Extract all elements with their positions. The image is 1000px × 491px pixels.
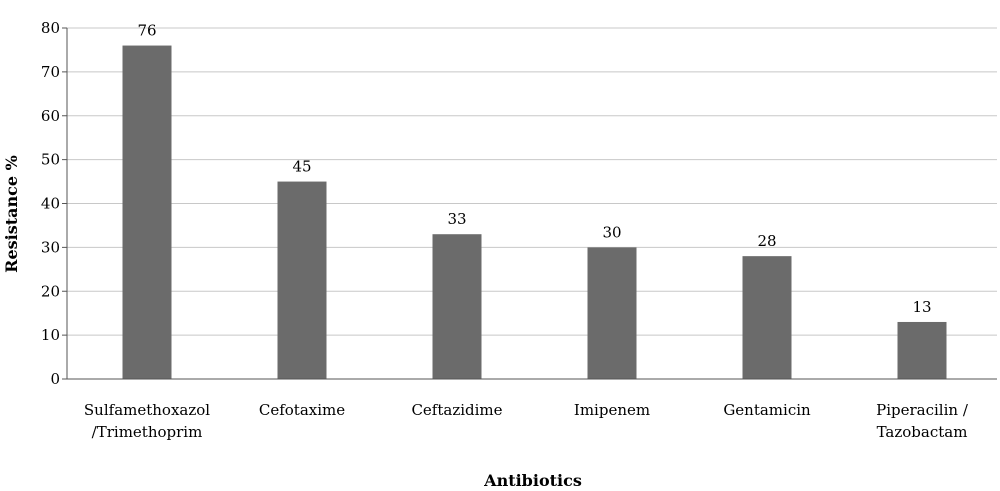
x-tick-label-2-line-0: Ceftazidime	[411, 401, 502, 419]
bar-value-label-1: 45	[292, 158, 311, 176]
x-tick-label-0-line-0: Sulfamethoxazol	[84, 401, 210, 419]
bar-0	[122, 45, 172, 380]
bar-value-label-5: 13	[912, 298, 931, 316]
bar-1	[277, 181, 327, 379]
y-axis-title: Resistance %	[2, 155, 21, 273]
axes	[66, 28, 997, 380]
x-tick-label-5-line-1: Tazobactam	[877, 423, 968, 441]
bar-2	[432, 234, 482, 379]
y-tick-label-20: 20	[41, 282, 60, 300]
bar-value-label-4: 28	[757, 232, 776, 250]
bar-5	[897, 321, 947, 379]
y-tick-labels: 0 10 20 30 40 50 60 70 80	[41, 19, 60, 388]
bar-value-label-2: 33	[447, 210, 466, 228]
bar-value-label-0: 76	[137, 22, 156, 40]
x-tick-label-1: Cefotaxime	[259, 401, 345, 419]
y-tick-label-80: 80	[41, 19, 60, 37]
x-tick-label-2: Ceftazidime	[411, 401, 502, 419]
bar-3	[587, 247, 637, 379]
x-axis-title: Antibiotics	[483, 471, 582, 490]
y-tick-label-0: 0	[50, 370, 60, 388]
x-tick-label-4-line-0: Gentamicin	[723, 401, 811, 419]
x-tick-label-5: Piperacilin / Tazobactam	[876, 401, 969, 441]
y-tick-label-30: 30	[41, 238, 60, 256]
x-tick-label-5-line-0: Piperacilin /	[876, 401, 969, 419]
bar-value-label-3: 30	[602, 223, 621, 241]
bar-4	[742, 256, 792, 379]
x-tick-label-3: Imipenem	[574, 401, 650, 419]
y-tick-label-40: 40	[41, 195, 60, 213]
x-tick-label-4: Gentamicin	[723, 401, 811, 419]
y-tick-label-10: 10	[41, 326, 60, 344]
y-tick-label-60: 60	[41, 107, 60, 125]
x-tick-label-0: Sulfamethoxazol/Trimethoprim	[84, 401, 210, 441]
x-tick-label-3-line-0: Imipenem	[574, 401, 650, 419]
bar-value-labels: 76 45 33 30 28 13	[137, 22, 931, 316]
y-tick-label-50: 50	[41, 151, 60, 169]
x-tick-labels: Sulfamethoxazol/Trimethoprim Cefotaxime Ce…	[84, 401, 969, 441]
x-tick-label-1-line-0: Cefotaxime	[259, 401, 345, 419]
bars	[122, 45, 947, 380]
gridlines	[62, 27, 997, 380]
y-tick-label-70: 70	[41, 63, 60, 81]
x-tick-label-0-line-1: /Trimethoprim	[92, 423, 203, 441]
